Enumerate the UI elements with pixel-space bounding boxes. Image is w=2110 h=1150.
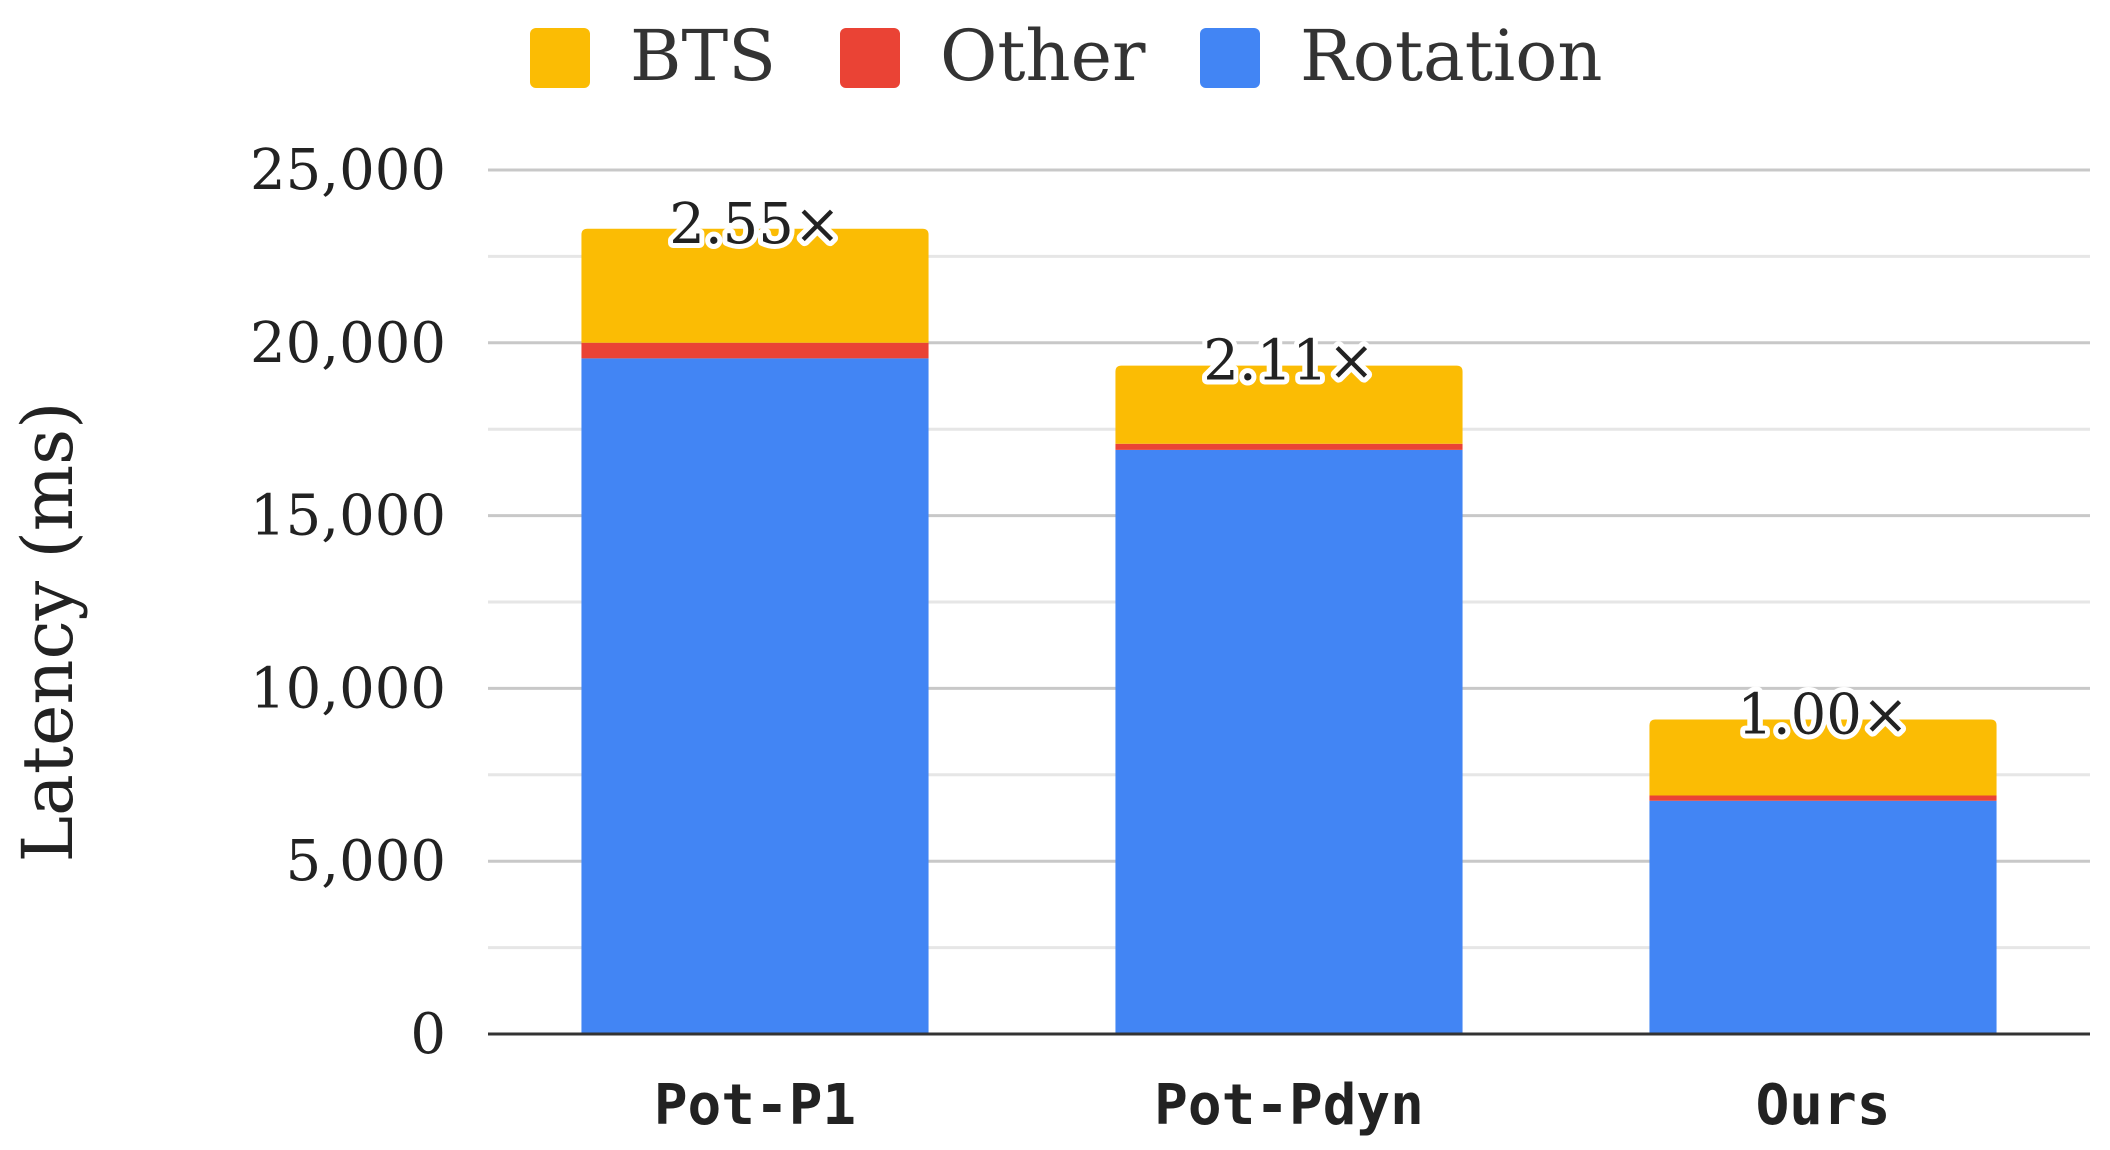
y-tick-label: 15,000 bbox=[250, 484, 446, 549]
bar-total-label: 2.55× bbox=[669, 192, 841, 257]
legend-label-other: Other bbox=[940, 15, 1146, 97]
y-axis-ticks: 0 5,000 10,000 15,000 20,000 25,000 bbox=[250, 138, 446, 1067]
bar-rotation-ours bbox=[1649, 800, 1997, 1034]
data-labels: 2.55× 2.11× 1.00× bbox=[664, 187, 1914, 753]
x-tick-label: Pot-Pdyn bbox=[1154, 1073, 1424, 1138]
legend-label-bts: BTS bbox=[630, 15, 776, 97]
legend-label-rotation: Rotation bbox=[1300, 15, 1602, 97]
y-tick-label: 10,000 bbox=[250, 656, 446, 721]
bar-bts-ours bbox=[1649, 719, 1997, 796]
x-tick-label: Pot-P1 bbox=[654, 1073, 856, 1138]
x-tick-label: Ours bbox=[1756, 1073, 1891, 1138]
y-tick-label: 20,000 bbox=[250, 311, 446, 376]
legend-swatch-bts bbox=[530, 28, 590, 88]
bar-rotation-pot-pdyn bbox=[1115, 449, 1463, 1034]
bars bbox=[581, 228, 1997, 1034]
x-axis-ticks: Pot-P1 Pot-Pdyn Ours bbox=[654, 1073, 1891, 1138]
legend-swatch-rotation bbox=[1200, 28, 1260, 88]
y-tick-label: 0 bbox=[410, 1002, 446, 1067]
bar-other-pot-p1 bbox=[581, 342, 929, 359]
bar-bts-pot-p1 bbox=[581, 228, 929, 343]
y-axis-label: Latency (ms) bbox=[7, 402, 89, 863]
legend-swatch-other bbox=[840, 28, 900, 88]
y-tick-label: 25,000 bbox=[250, 138, 446, 203]
bar-rotation-pot-p1 bbox=[581, 358, 929, 1034]
y-tick-label: 5,000 bbox=[286, 829, 446, 894]
bar-total-label: 2.11× bbox=[1203, 329, 1375, 394]
bar-total-label: 1.00× bbox=[1737, 683, 1909, 748]
bar-other-ours bbox=[1649, 795, 1997, 801]
bar-bts-pot-pdyn bbox=[1115, 365, 1463, 444]
bar-other-pot-pdyn bbox=[1115, 443, 1463, 450]
legend: BTS Other Rotation bbox=[530, 15, 1602, 97]
